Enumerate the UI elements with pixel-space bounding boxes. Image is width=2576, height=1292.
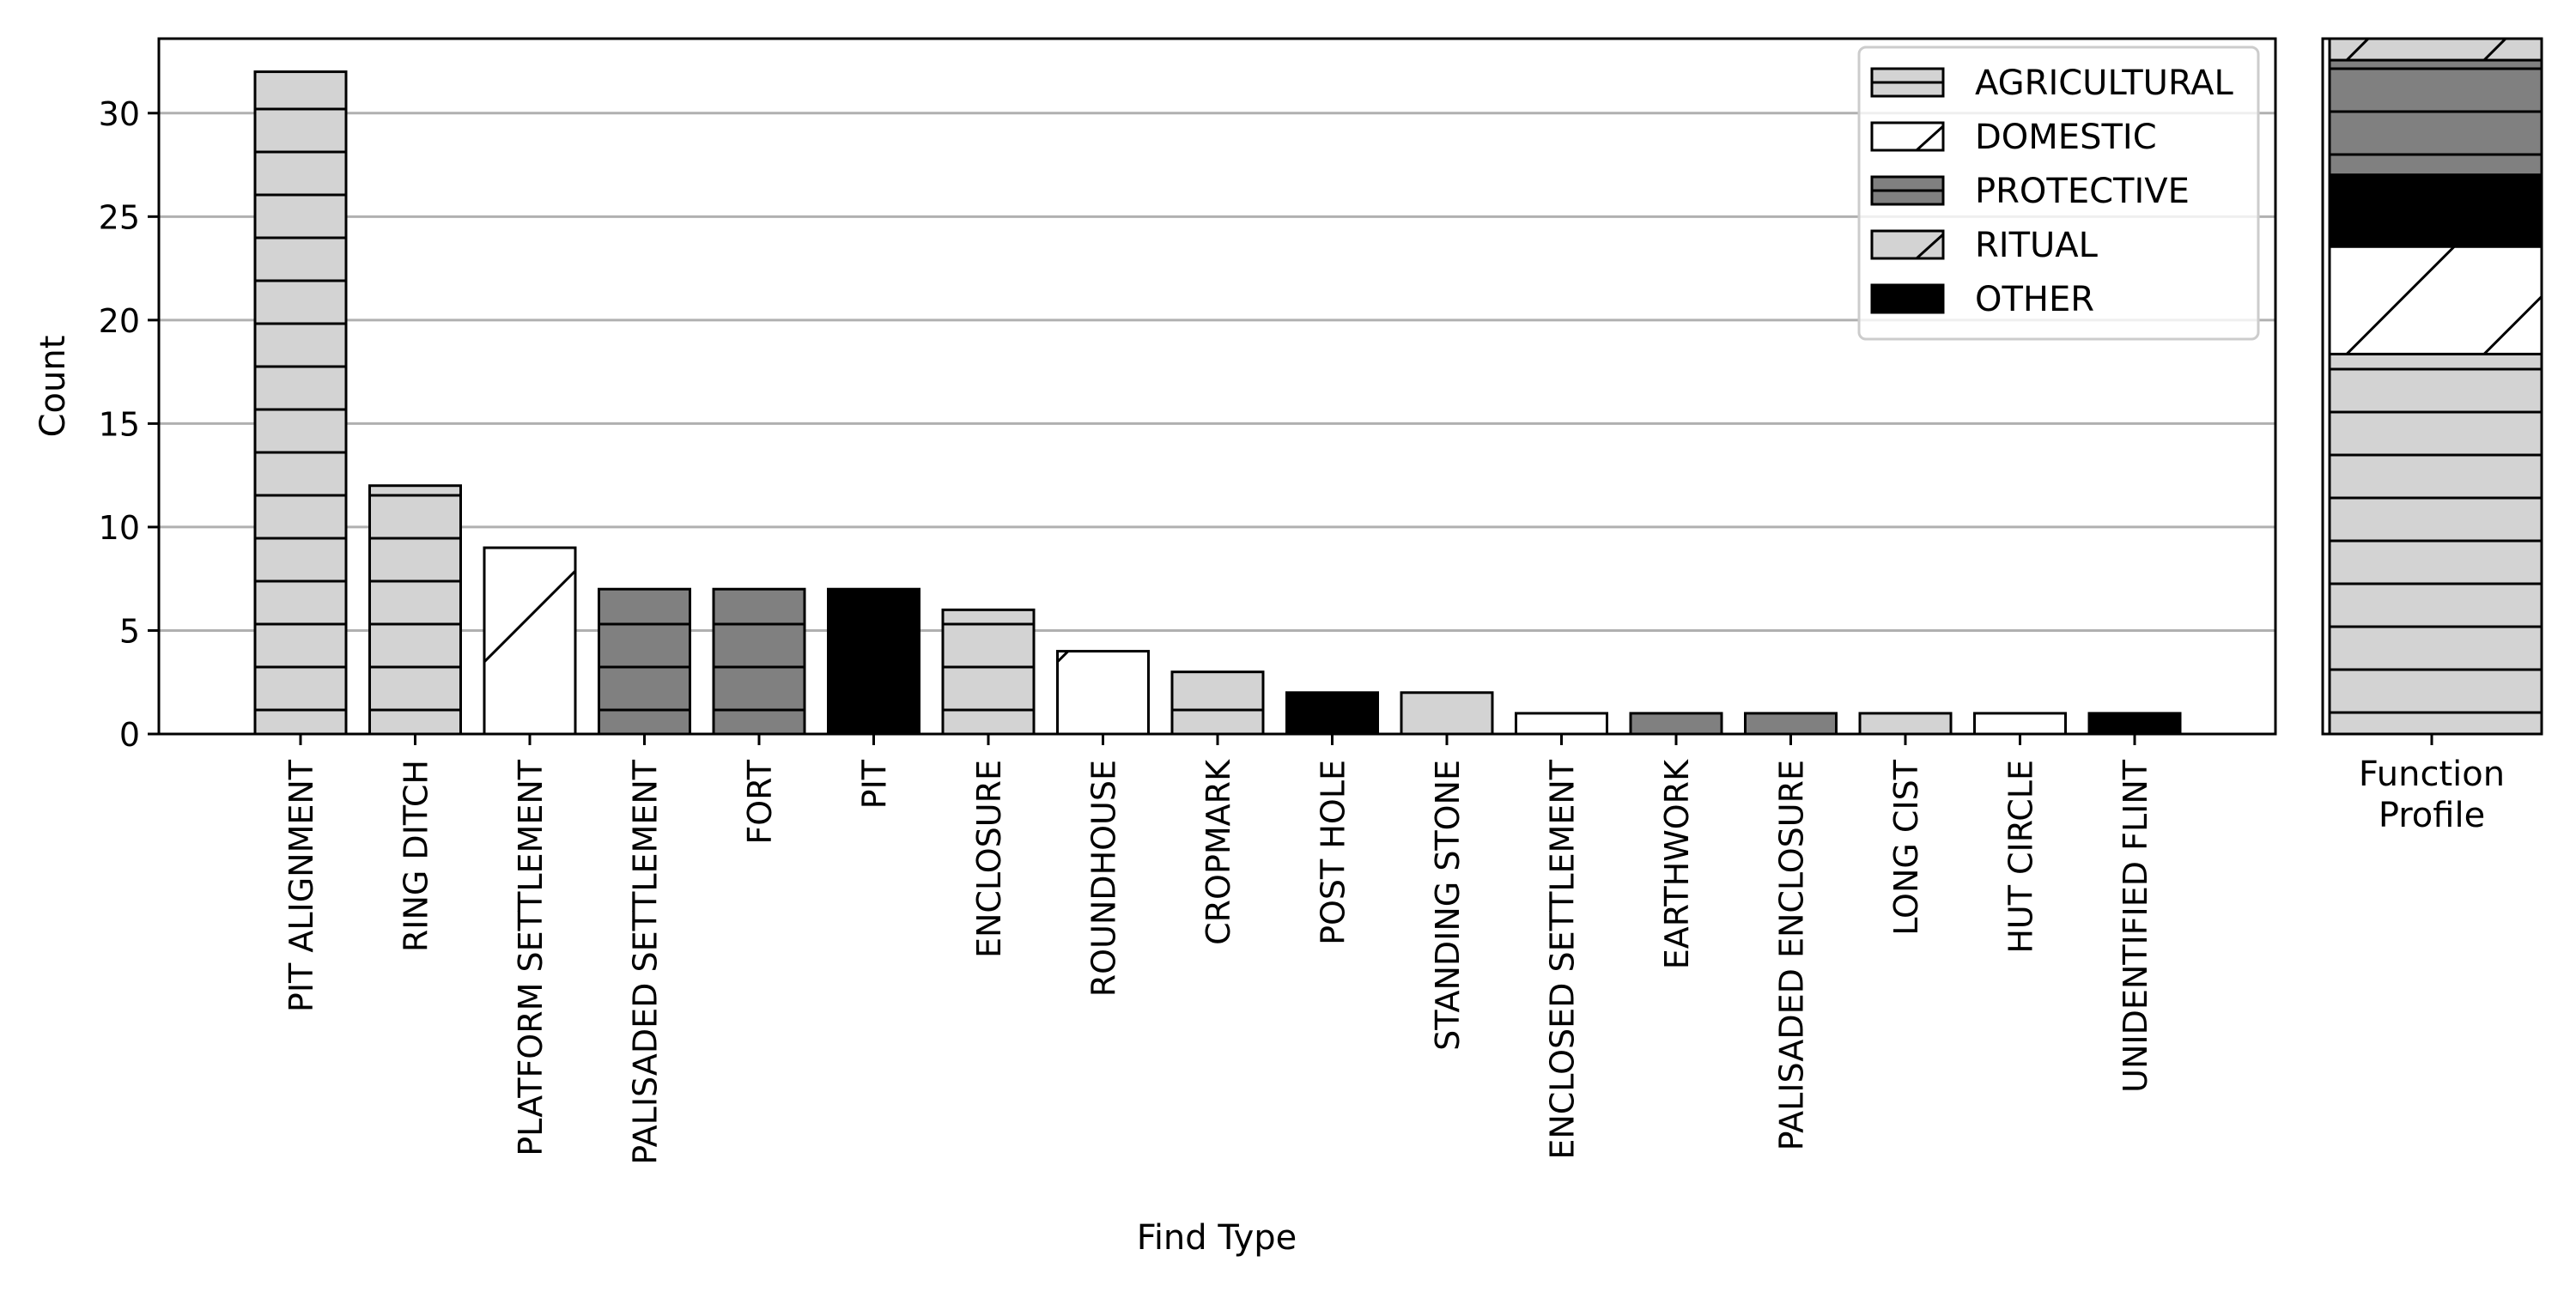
x-tick-label: LONG CIST — [1887, 759, 1925, 936]
bar — [368, 484, 462, 736]
x-tick-label: RING DITCH — [398, 760, 435, 952]
bar — [1400, 691, 1494, 736]
bar — [253, 70, 348, 736]
bar-hatch — [255, 107, 346, 712]
legend-label: AGRICULTURAL — [1975, 64, 2233, 103]
bar-fill — [714, 589, 805, 734]
bar-hatch — [484, 569, 575, 734]
legend-swatch — [1870, 283, 1945, 314]
x-tick-label: ENCLOSED SETTLEMENT — [1544, 759, 1582, 1159]
legend-label: PROTECTIVE — [1975, 172, 2190, 211]
bar-fill — [943, 610, 1034, 734]
bar-fill — [1860, 713, 1951, 734]
y-axis-label: Count — [33, 336, 73, 438]
bar-hatch — [714, 622, 805, 712]
legend-swatch — [1870, 121, 1945, 152]
legend-label: OTHER — [1975, 280, 2094, 319]
x-tick-label: PIT — [856, 759, 894, 809]
x-tick-label: HUT CIRCLE — [2002, 760, 2040, 954]
stack-segment — [2328, 352, 2543, 736]
x-tick-label: ENCLOSURE — [970, 760, 1008, 958]
bar-fill — [369, 485, 461, 734]
bar-fill — [1286, 692, 1378, 734]
legend-entry: AGRICULTURAL — [1870, 64, 2233, 103]
y-tick-label: 5 — [119, 612, 140, 650]
bar-fill — [484, 548, 575, 734]
y-tick-label: 15 — [99, 405, 140, 443]
bars — [253, 70, 2182, 736]
bar — [1629, 712, 1723, 736]
x-tick-label: ROUNDHOUSE — [1085, 760, 1123, 997]
bar-fill — [2089, 713, 2180, 734]
y-tick-label: 30 — [99, 95, 140, 133]
bar-fill — [828, 589, 920, 734]
bar — [1056, 650, 1150, 736]
bar — [1170, 670, 1265, 736]
stack-segment — [2328, 58, 2543, 177]
x-tick-label: CROPMARK — [1200, 759, 1237, 945]
bar-fill — [1745, 713, 1837, 734]
side-x-tick-label: Function Profile — [2359, 755, 2505, 835]
bar-fill — [1057, 651, 1149, 734]
y-tick-label: 20 — [99, 302, 140, 340]
stack-segment — [2328, 245, 2543, 355]
legend-swatch — [1870, 67, 1945, 98]
y-axis: 0 5 10 15 20 25 30 — [99, 95, 159, 754]
legend-label: DOMESTIC — [1975, 118, 2157, 157]
x-tick-label: FORT — [741, 759, 779, 844]
bar — [2087, 712, 2182, 736]
bar-fill — [1974, 713, 2066, 734]
legend-swatch — [1870, 229, 1945, 260]
bar — [1744, 712, 1838, 736]
grid-lines — [159, 112, 2275, 632]
bar-fill — [1401, 692, 1492, 734]
x-tick-label: STANDING STONE — [1429, 760, 1467, 1051]
legend-entry: OTHER — [1870, 280, 2094, 319]
x-axis: PIT ALIGNMENT RING DITCH PLATFORM SETTLEME… — [283, 734, 2154, 1165]
legend-entry: DOMESTIC — [1870, 118, 2157, 157]
bar-hatch — [369, 494, 461, 712]
y-tick-label: 0 — [119, 716, 140, 754]
bar-fill — [1631, 713, 1722, 734]
legend-entry: RITUAL — [1870, 226, 2099, 265]
bar-hatch — [943, 622, 1034, 712]
bar — [827, 587, 920, 736]
y-tick-label: 10 — [99, 509, 140, 547]
bar — [598, 587, 691, 736]
legend: AGRICULTURAL DOMESTIC PROTECTIVE RITUAL OTHE… — [1857, 45, 2260, 341]
bar — [1285, 691, 1379, 736]
function-profile-stack — [2328, 37, 2543, 736]
x-tick-label: UNIDENTIFIED FLINT — [2117, 759, 2154, 1093]
bar-fill — [598, 589, 690, 734]
stack-segment — [2328, 173, 2543, 248]
bar — [712, 587, 806, 736]
x-tick-label: PALISADED SETTLEMENT — [627, 759, 665, 1165]
x-tick-label: EARTHWORK — [1658, 759, 1696, 969]
bar — [941, 608, 1036, 736]
bar-hatch — [598, 622, 690, 712]
x-tick-label: POST HOLE — [1315, 760, 1352, 945]
legend-label: RITUAL — [1975, 226, 2099, 265]
x-axis-label: Find Type — [1137, 1218, 1297, 1258]
bar-fill — [1516, 713, 1607, 734]
x-tick-label: PLATFORM SETTLEMENT — [512, 759, 550, 1156]
x-tick-label: PIT ALIGNMENT — [283, 759, 320, 1012]
legend-swatch — [1870, 175, 1945, 206]
bar-fill — [255, 71, 346, 735]
y-tick-label: 25 — [99, 198, 140, 236]
bar — [1973, 712, 2067, 736]
legend-frame — [1857, 45, 2260, 341]
x-tick-label: PALISADED ENCLOSURE — [1773, 760, 1811, 1150]
legend-entry: PROTECTIVE — [1870, 172, 2190, 211]
bar-fill — [1172, 671, 1263, 734]
